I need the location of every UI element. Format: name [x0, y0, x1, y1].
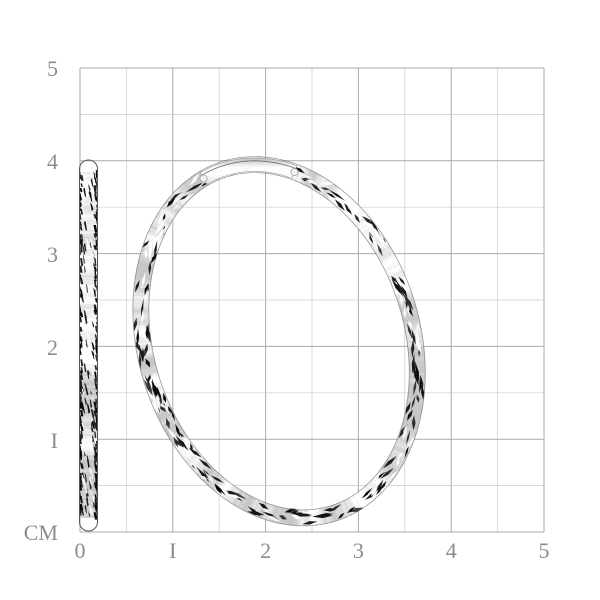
svg-text:2: 2: [47, 335, 58, 360]
svg-text:4: 4: [47, 149, 58, 174]
svg-text:CM: CM: [24, 520, 58, 545]
svg-text:2: 2: [260, 538, 271, 563]
svg-text:5: 5: [47, 56, 58, 81]
svg-text:I: I: [51, 428, 58, 453]
svg-text:4: 4: [446, 538, 457, 563]
svg-text:5: 5: [539, 538, 550, 563]
svg-text:0: 0: [75, 538, 86, 563]
svg-text:I: I: [169, 538, 176, 563]
svg-text:3: 3: [353, 538, 364, 563]
svg-text:3: 3: [47, 242, 58, 267]
